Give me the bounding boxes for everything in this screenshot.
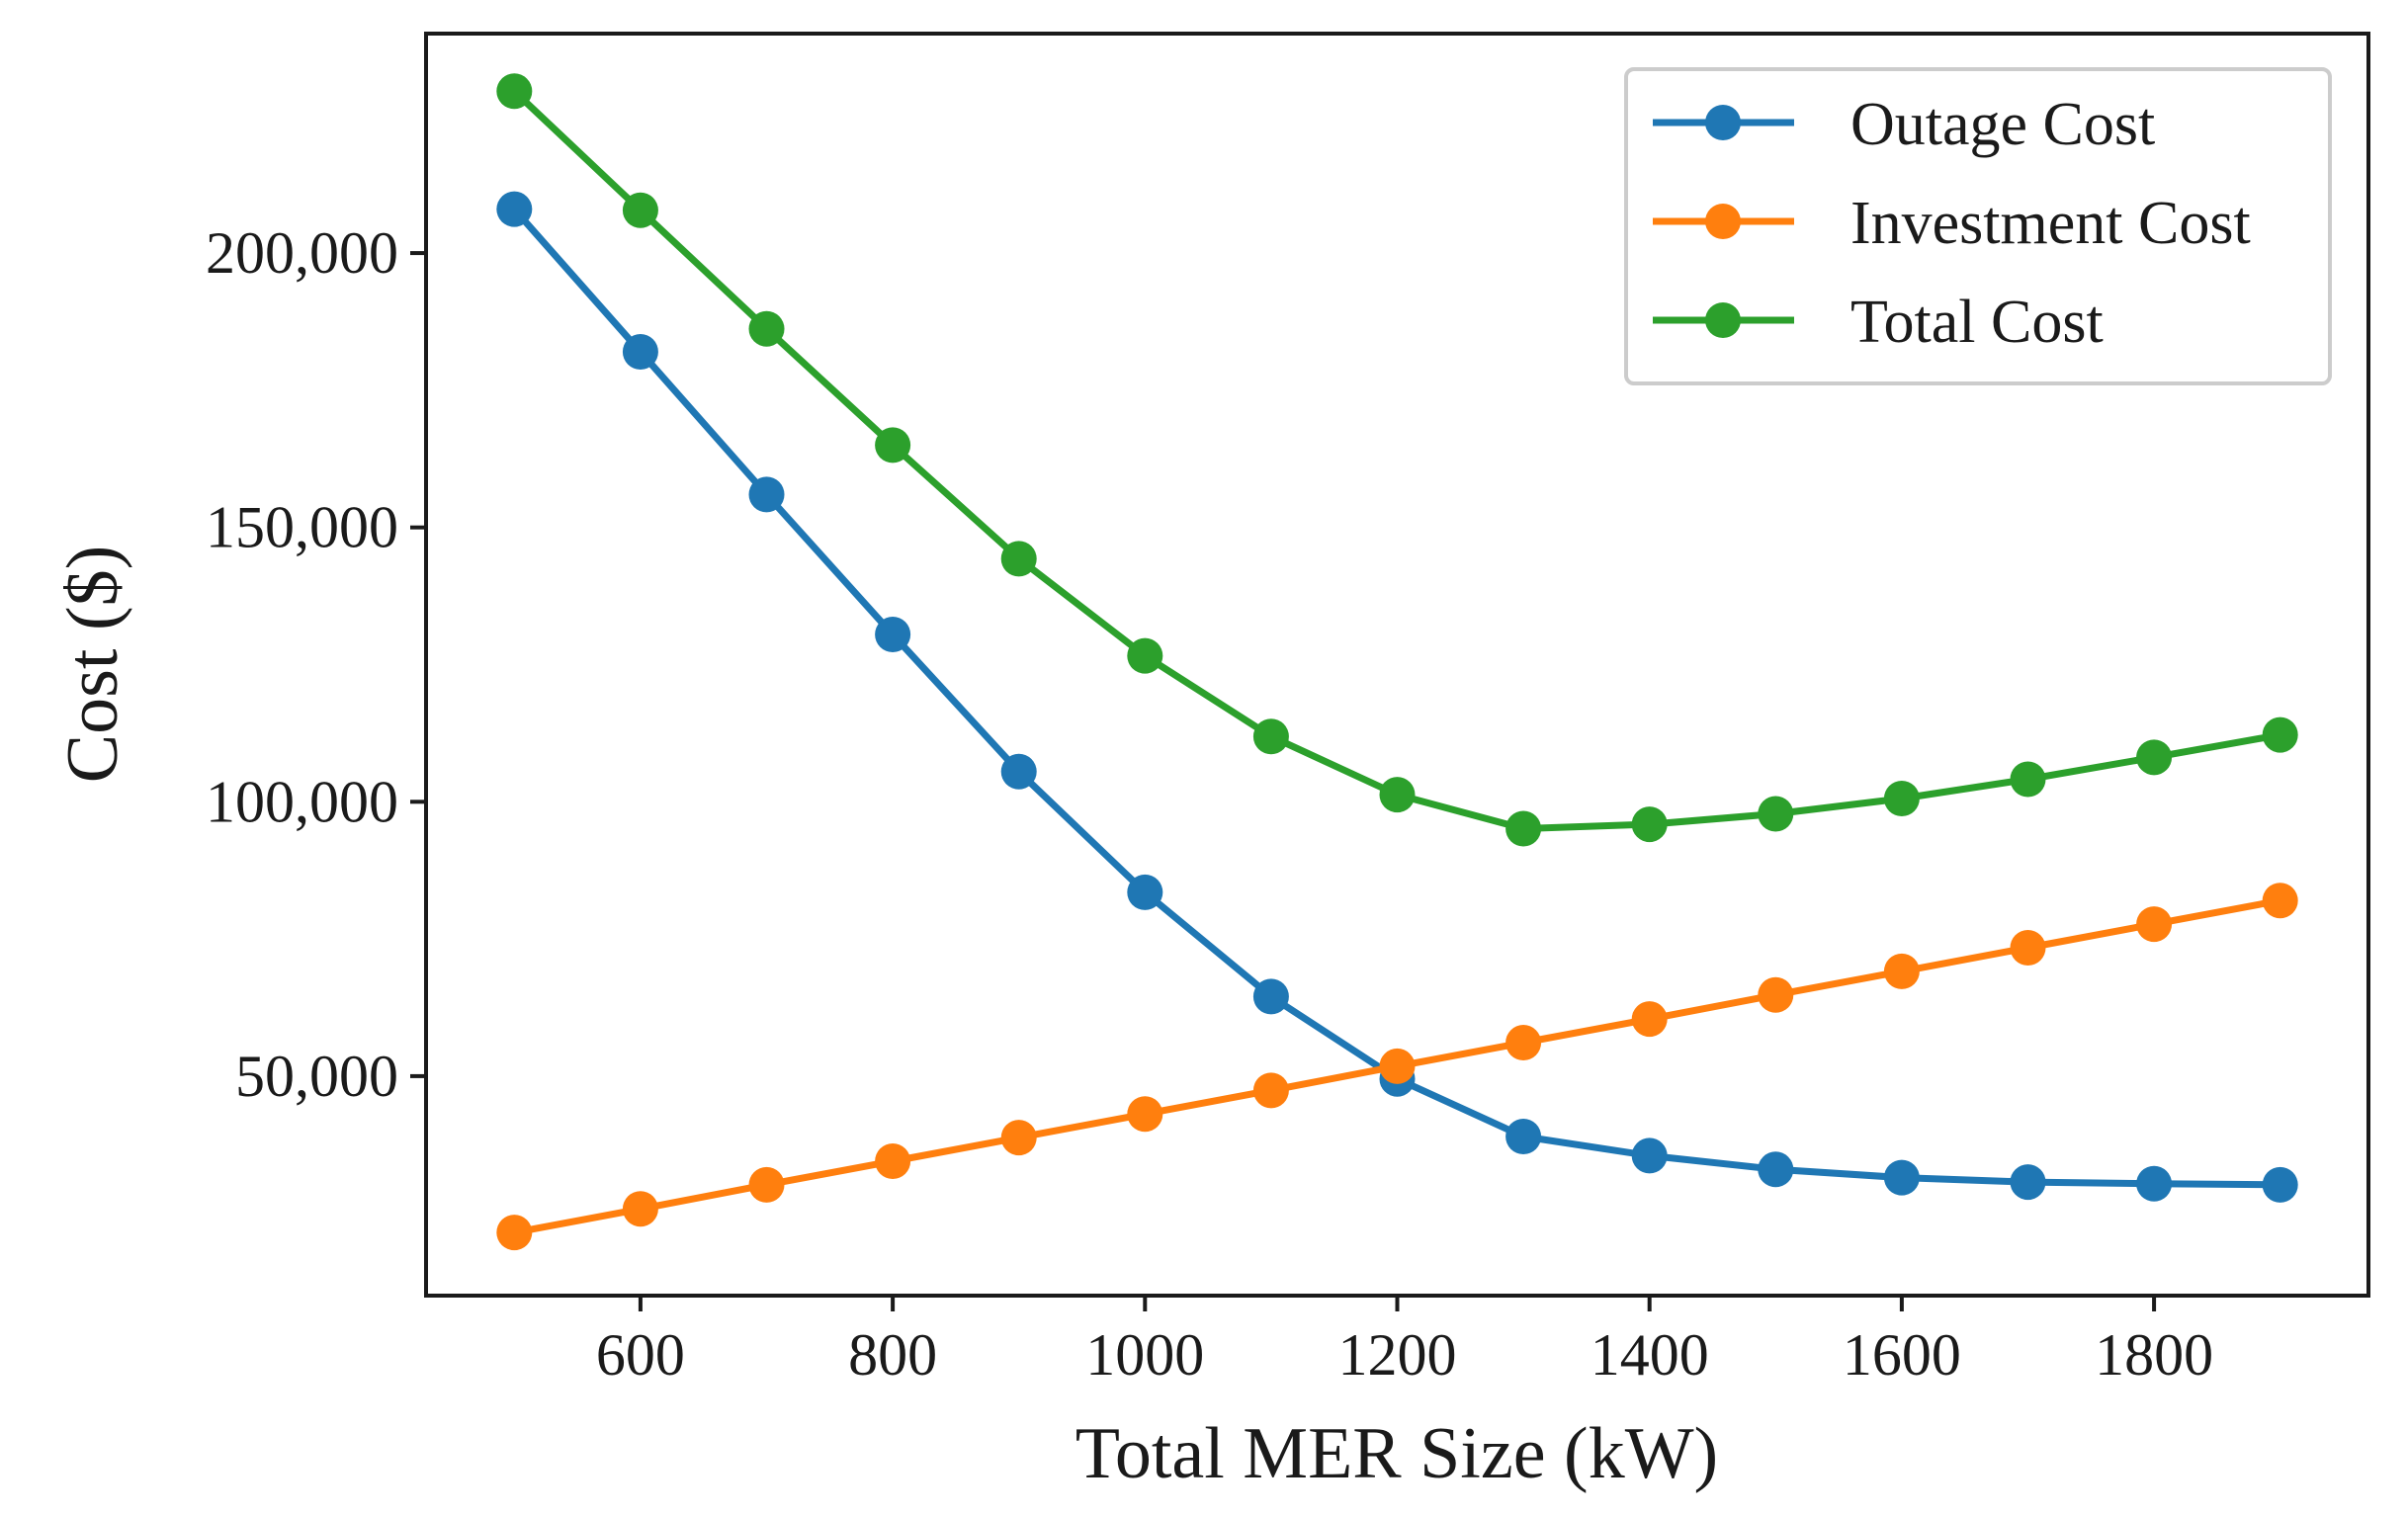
legend-label: Outage Cost — [1850, 91, 2155, 158]
x-tick-label: 600 — [596, 1322, 685, 1388]
data-point — [2262, 1166, 2298, 1203]
y-tick-label: 100,000 — [206, 769, 398, 834]
data-point — [875, 427, 911, 463]
data-point — [1505, 1118, 1542, 1154]
data-point — [1505, 1025, 1542, 1061]
y-axis-label: Cost ($) — [52, 546, 133, 784]
legend-marker — [1705, 204, 1741, 239]
data-point — [875, 616, 911, 652]
data-point — [496, 191, 533, 227]
data-point — [2010, 1164, 2046, 1201]
data-point — [1252, 1072, 1289, 1109]
data-point — [748, 476, 785, 513]
legend-label: Total Cost — [1850, 289, 2104, 356]
legend-entry-0: Outage Cost — [1653, 91, 2155, 158]
data-point — [2010, 929, 2046, 966]
data-point — [1127, 1096, 1163, 1133]
legend-entry-1: Investment Cost — [1653, 190, 2251, 257]
data-point — [2262, 716, 2298, 753]
data-point — [1631, 806, 1668, 843]
data-point — [1000, 753, 1037, 790]
data-point — [622, 192, 658, 228]
x-axis-label: Total MER Size (kW) — [1075, 1413, 1718, 1494]
y-tick-label: 150,000 — [206, 495, 398, 560]
series-0 — [496, 191, 2298, 1203]
x-tick-label: 1200 — [1338, 1322, 1457, 1388]
data-point — [1883, 1159, 1920, 1196]
data-point — [1127, 637, 1163, 674]
data-point — [2136, 739, 2173, 776]
legend-label: Investment Cost — [1850, 190, 2251, 257]
data-point — [2010, 761, 2046, 798]
data-point — [1379, 777, 1416, 813]
data-point — [1252, 718, 1289, 755]
legend: Outage Cost Investment Cost Total Cost — [1624, 67, 2332, 385]
data-point — [1758, 1151, 1794, 1188]
legend-entry-2: Total Cost — [1653, 289, 2104, 356]
data-point — [1252, 978, 1289, 1015]
data-point — [875, 1142, 911, 1179]
x-axis-ticks: 600 800 1000 1200 1400 1600 1800 — [596, 1296, 2213, 1388]
series-2 — [496, 73, 2298, 847]
x-tick-label: 1000 — [1085, 1322, 1204, 1388]
data-point — [1883, 780, 1920, 816]
data-point — [622, 1191, 658, 1227]
data-point — [748, 1166, 785, 1203]
x-tick-label: 1400 — [1591, 1322, 1709, 1388]
y-axis-ticks: 50,000 100,000 150,000 200,000 — [206, 220, 426, 1109]
data-point — [1505, 810, 1542, 847]
series-layer — [496, 73, 2298, 1251]
data-point — [2136, 906, 2173, 943]
legend-entries: Outage Cost Investment Cost Total Cost — [1653, 91, 2251, 356]
x-tick-label: 1600 — [1843, 1322, 1961, 1388]
data-point — [1127, 874, 1163, 910]
data-point — [2262, 883, 2298, 919]
legend-box — [1624, 67, 2332, 385]
data-point — [1631, 1137, 1668, 1174]
y-tick-label: 50,000 — [235, 1044, 398, 1109]
y-tick-label: 200,000 — [206, 220, 398, 286]
data-point — [1000, 541, 1037, 577]
data-point — [1379, 1048, 1416, 1084]
data-point — [496, 1215, 533, 1251]
data-point — [1631, 1001, 1668, 1038]
data-point — [748, 310, 785, 347]
legend-marker — [1705, 302, 1741, 338]
data-point — [496, 73, 533, 110]
series-1 — [496, 883, 2298, 1251]
x-tick-label: 1800 — [2095, 1322, 2213, 1388]
data-point — [622, 334, 658, 371]
x-tick-label: 800 — [848, 1322, 937, 1388]
legend-marker — [1705, 105, 1741, 140]
data-point — [1000, 1120, 1037, 1156]
data-point — [1758, 976, 1794, 1013]
data-point — [1883, 953, 1920, 989]
data-point — [1758, 796, 1794, 832]
data-point — [2136, 1165, 2173, 1202]
